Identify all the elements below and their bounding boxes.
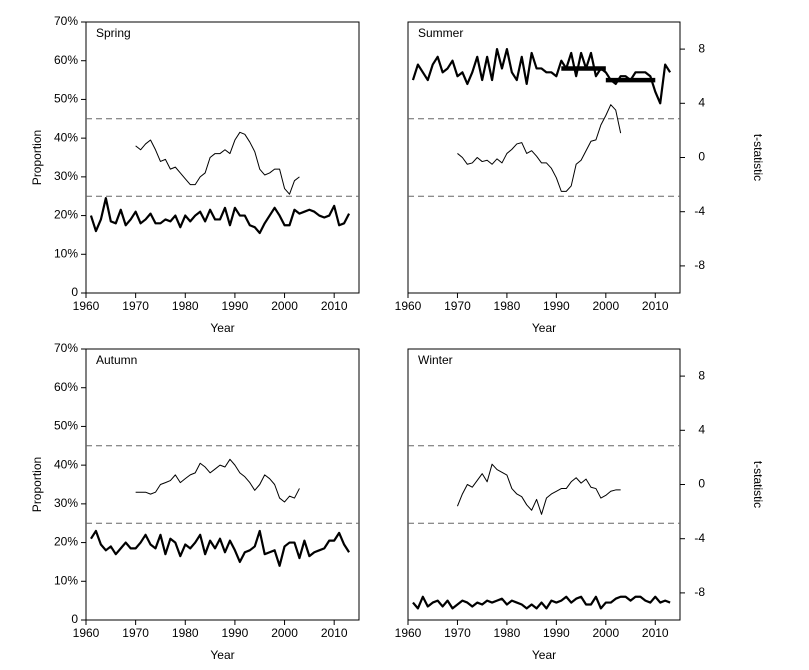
x-tick-label: 2010 (642, 299, 669, 313)
y2-tick-label: -4 (694, 531, 705, 545)
x-tick-label: 2000 (271, 299, 298, 313)
t-statistic-line (457, 104, 622, 192)
y-tick-label: 50% (54, 92, 78, 106)
y-tick-label: 30% (54, 496, 78, 510)
y-tick-label: 70% (54, 14, 78, 28)
y-tick-label: 20% (54, 208, 78, 222)
x-tick-label: 2010 (321, 299, 348, 313)
x-tick-label: 1970 (122, 626, 149, 640)
x-tick-label: 1980 (494, 299, 521, 313)
panel-title: Autumn (96, 353, 137, 367)
x-tick-label: 1960 (395, 299, 422, 313)
x-tick-label: 1970 (444, 626, 471, 640)
x-axis-label: Year (210, 321, 234, 335)
x-tick-label: 1970 (444, 299, 471, 313)
plot-frame (407, 348, 681, 621)
y2-tick-label: 4 (698, 422, 705, 436)
y-tick-label: 70% (54, 341, 78, 355)
y-tick-label: 40% (54, 457, 78, 471)
y2-axis-label: t-statistic (751, 134, 765, 181)
y2-tick-label: -8 (694, 258, 705, 272)
y-tick-label: 30% (54, 169, 78, 183)
y-tick-label: 0 (71, 285, 78, 299)
x-axis-label: Year (532, 321, 556, 335)
x-tick-label: 1960 (73, 626, 100, 640)
x-tick-label: 2010 (321, 626, 348, 640)
x-axis-label: Year (532, 648, 556, 662)
y2-axis-label: t-statistic (751, 461, 765, 508)
y-tick-label: 10% (54, 573, 78, 587)
y-tick-label: 0 (71, 612, 78, 626)
y2-tick-label: 0 (698, 150, 705, 164)
y-axis-label: Proportion (30, 457, 44, 512)
y2-tick-label: -4 (694, 204, 705, 218)
y2-tick-label: -8 (694, 585, 705, 599)
x-tick-label: 1970 (122, 299, 149, 313)
proportion-line (89, 197, 351, 235)
y-tick-label: 50% (54, 419, 78, 433)
y-axis-label: Proportion (30, 130, 44, 185)
x-tick-label: 2010 (642, 626, 669, 640)
plot-frame (85, 21, 360, 294)
proportion-line (90, 529, 350, 567)
y2-tick-label: 8 (698, 368, 705, 382)
x-tick-label: 1990 (222, 299, 249, 313)
t-statistic-line (135, 458, 300, 503)
x-tick-label: 2000 (592, 626, 619, 640)
panel-title: Spring (96, 26, 131, 40)
y-tick-label: 60% (54, 380, 78, 394)
y-tick-label: 40% (54, 130, 78, 144)
x-tick-label: 1980 (494, 626, 521, 640)
x-tick-label: 1990 (543, 626, 570, 640)
y-tick-label: 20% (54, 535, 78, 549)
t-statistic-line (456, 463, 621, 515)
y2-tick-label: 0 (698, 477, 705, 491)
proportion-line (412, 595, 671, 610)
x-tick-label: 1980 (172, 626, 199, 640)
y2-tick-label: 4 (698, 95, 705, 109)
x-tick-label: 1960 (395, 626, 422, 640)
y2-tick-label: 8 (698, 41, 705, 55)
plot-frame (407, 21, 681, 294)
x-tick-label: 1980 (172, 299, 199, 313)
x-tick-label: 1990 (543, 299, 570, 313)
x-axis-label: Year (210, 648, 234, 662)
panel-title: Summer (418, 26, 463, 40)
panel-title: Winter (418, 353, 453, 367)
x-tick-label: 2000 (592, 299, 619, 313)
x-tick-label: 1990 (222, 626, 249, 640)
x-tick-label: 1960 (73, 299, 100, 313)
y-tick-label: 10% (54, 246, 78, 260)
t-statistic-line (135, 131, 300, 195)
x-tick-label: 2000 (271, 626, 298, 640)
proportion-line (411, 48, 672, 105)
y-tick-label: 60% (54, 53, 78, 67)
plot-frame (85, 348, 360, 621)
